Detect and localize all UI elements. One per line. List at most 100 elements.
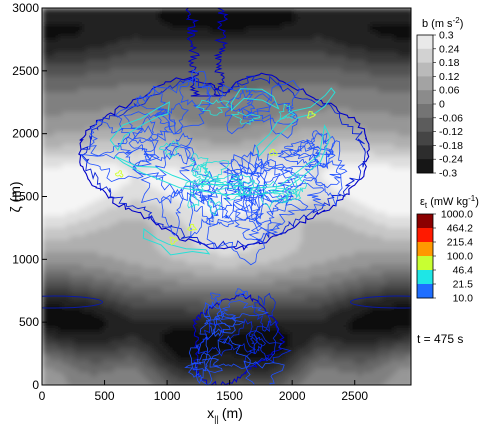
dissipation-contour-21.5 — [199, 304, 237, 341]
dissipation-contour-21.5 — [253, 319, 280, 362]
buoyancy-colorbar-label: -0.3 — [439, 168, 457, 180]
y-tick-label: 1500 — [12, 190, 39, 204]
dissipation-colorbar-swatch — [417, 214, 433, 229]
dissipation-contour-46.4 — [239, 179, 255, 197]
dissipation-contour-46.4 — [158, 140, 180, 159]
dissipation-contour-21.5 — [243, 360, 285, 385]
dissipation-contour-46.4 — [187, 191, 200, 209]
dissipation-contour-21.5 — [206, 204, 266, 266]
dissipation-contour-10 — [81, 75, 366, 250]
dissipation-contour-10 — [185, 8, 229, 97]
dissipation-contour-21.5 — [220, 300, 269, 320]
buoyancy-colorbar-label: -0.12 — [439, 126, 463, 138]
dissipation-contour-46.4 — [231, 111, 261, 125]
dissipation-contour-100 — [269, 148, 278, 156]
dissipation-colorbar: εt (mW kg-1) 1000.0 464.2 215.4 100.0 46.4 21… — [416, 194, 479, 305]
dissipation-contour-21.5 — [226, 163, 300, 202]
dissipation-contour-46.4 — [278, 103, 296, 120]
buoyancy-colorbar-swatch — [417, 131, 433, 146]
x-tick-label: 500 — [95, 389, 115, 403]
dissipation-contour-21.5 — [210, 292, 221, 300]
buoyancy-colorbar-swatch — [417, 62, 433, 77]
dissipation-contour-21.5 — [205, 208, 234, 228]
dissipation-contour-21.5 — [277, 140, 334, 158]
buoyancy-colorbar-swatch — [417, 159, 433, 174]
dissipation-contour-21.5 — [292, 132, 336, 165]
dissipation-contour-46.4 — [207, 199, 221, 217]
buoyancy-colorbar-swatch — [417, 90, 433, 105]
dissipation-contour-21.5 — [87, 120, 131, 157]
buoyancy-colorbar-label: 0.18 — [439, 57, 460, 69]
dissipation-contour-21.5 — [188, 352, 213, 385]
dissipation-contour-10 — [78, 72, 370, 251]
dissipation-contour-21.5 — [249, 334, 266, 355]
dissipation-colorbar-label: 464.2 — [447, 223, 473, 235]
buoyancy-colorbar-title: b (m s-2) — [422, 16, 463, 30]
dissipation-contour-46.4 — [255, 87, 336, 158]
dissipation-contour-100 — [114, 170, 124, 178]
buoyancy-colorbar-swatch — [417, 145, 433, 160]
dissipation-contour-46.4 — [230, 88, 280, 112]
y-axis: 0 500 1000 1500 2000 2500 3000 — [12, 1, 47, 392]
buoyancy-colorbar-label: 0.06 — [439, 85, 460, 97]
y-tick-label: 3000 — [12, 1, 39, 15]
dissipation-contour-46.4 — [294, 172, 308, 199]
x-tick-label: 2000 — [279, 389, 306, 403]
dissipation-colorbar-label: 21.5 — [453, 279, 474, 291]
buoyancy-colorbar-swatch — [417, 35, 433, 50]
x-axis: 0 500 1000 1500 2000 2500 — [39, 380, 368, 403]
y-tick-label: 0 — [32, 378, 39, 392]
x-tick-label: 2500 — [341, 389, 368, 403]
dissipation-contour-21.5 — [233, 217, 283, 241]
y-axis-title: ζ (m) — [7, 181, 23, 212]
dissipation-contour-46.4 — [195, 99, 230, 116]
turbulence-patch-upper — [78, 8, 370, 266]
dissipation-contour-10 — [192, 293, 286, 385]
dissipation-contour-21.5 — [283, 139, 320, 169]
dissipation-colorbar-swatch — [417, 284, 433, 299]
buoyancy-colorbar-swatch — [417, 48, 433, 63]
dissipation-contour-46.4 — [202, 160, 229, 182]
y-tick-label: 2500 — [12, 64, 39, 78]
lens-contour — [42, 295, 103, 309]
buoyancy-colorbar-swatch — [417, 76, 433, 91]
plot-area — [41, 7, 412, 386]
x-tick-label: 1500 — [216, 389, 243, 403]
dissipation-contour-46.4 — [188, 153, 209, 171]
lens-contour — [350, 295, 411, 309]
dissipation-contour-100 — [169, 236, 178, 246]
buoyancy-colorbar-swatch — [417, 104, 433, 119]
buoyancy-colorbar-label: -0.18 — [439, 140, 463, 152]
dissipation-contour-21.5 — [161, 188, 184, 236]
turbulence-patch-lower — [184, 288, 292, 385]
dissipation-contour-21.5 — [154, 102, 190, 135]
dissipation-contour-21.5 — [241, 79, 301, 139]
dissipation-contour-21.5 — [314, 140, 343, 207]
dissipation-contour-21.5 — [114, 87, 173, 142]
x-tick-label: 1000 — [154, 389, 181, 403]
dissipation-colorbar-label: 46.4 — [453, 265, 474, 277]
dissipation-contour-21.5 — [184, 358, 223, 373]
dissipation-contour-21.5 — [218, 84, 272, 135]
dissipation-contour-21.5 — [197, 321, 233, 357]
dissipation-contour-46.4 — [142, 228, 211, 256]
lens-contours — [42, 295, 411, 309]
dissipation-contour-21.5 — [203, 312, 246, 327]
dissipation-contour-46.4 — [260, 180, 288, 209]
dissipation-contour-21.5 — [188, 179, 213, 239]
dissipation-contour-46.4 — [194, 164, 208, 181]
dissipation-colorbar-label: 215.4 — [447, 237, 473, 249]
y-tick-label: 1000 — [12, 252, 39, 266]
dissipation-colorbar-title: εt (mW kg-1) — [420, 194, 479, 210]
dissipation-colorbar-swatch — [417, 270, 433, 285]
dissipation-colorbar-label: 100.0 — [447, 251, 473, 263]
buoyancy-colorbar-label: -0.24 — [439, 154, 463, 166]
buoyancy-colorbar-label: 0.3 — [439, 30, 454, 42]
dissipation-contour-21.5 — [239, 290, 249, 298]
dissipation-contour-21.5 — [135, 76, 213, 135]
dissipation-contour-21.5 — [203, 297, 222, 336]
dissipation-colorbar-swatch — [417, 242, 433, 257]
x-tick-label: 0 — [39, 389, 46, 403]
dissipation-colorbar-swatch — [417, 256, 433, 271]
